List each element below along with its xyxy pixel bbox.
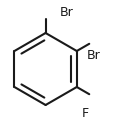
Text: F: F: [82, 107, 89, 120]
Text: Br: Br: [86, 49, 100, 62]
Text: Br: Br: [60, 6, 74, 19]
